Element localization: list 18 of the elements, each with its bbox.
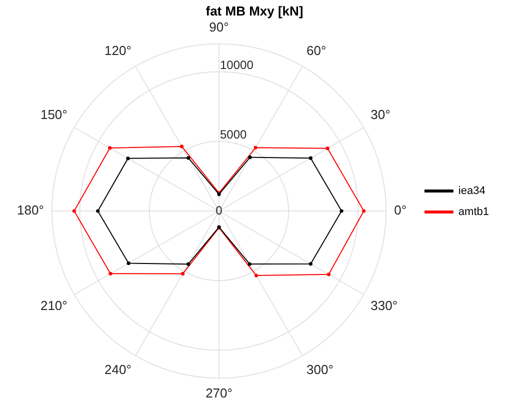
spoke-label: 240°: [104, 362, 132, 378]
legend-label: iea34: [458, 185, 486, 198]
spoke-label: 90°: [209, 20, 229, 35]
spoke-label: 300°: [306, 362, 334, 378]
spoke-label: 0°: [394, 202, 407, 218]
spoke-label: 270°: [206, 385, 232, 400]
spoke-label: 60°: [306, 43, 326, 58]
spoke-label: 210°: [40, 298, 68, 313]
chart-title: fat MB Mxy [kN]: [206, 3, 304, 18]
spoke-label: 30°: [370, 107, 390, 122]
spoke-label: 120°: [104, 43, 132, 58]
y-tick-label: 5000: [220, 128, 248, 142]
spoke-label: 180°: [17, 202, 44, 218]
legend-label: amtb1: [458, 206, 490, 218]
spoke-label: 150°: [40, 107, 68, 122]
y-tick-label: 10000: [220, 58, 254, 72]
spoke-label: 330°: [370, 298, 398, 313]
y-tick-label: 0: [216, 203, 223, 218]
